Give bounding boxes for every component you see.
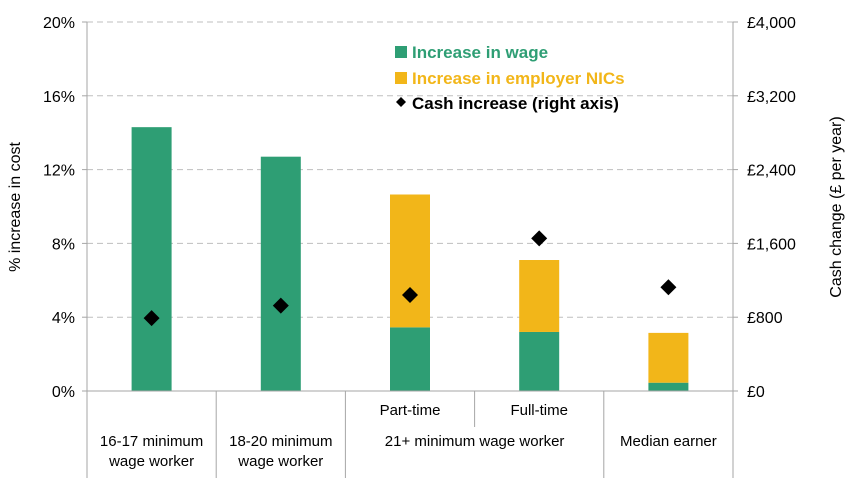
cash-marker-2: [402, 287, 418, 304]
right-tick-label-4: £3,200: [747, 89, 796, 106]
category-labels: 16-17 minimum wage worker 18-20 minimum wag…: [100, 402, 717, 470]
left-tick-label-1: 4%: [52, 310, 75, 327]
right-tick-label-1: £800: [747, 310, 783, 327]
right-tick-label-0: £0: [747, 384, 765, 401]
right-tick-label-3: £2,400: [747, 163, 796, 180]
right-tick-label-5: £4,000: [747, 15, 796, 32]
bar-0-4: [648, 382, 689, 391]
bars: [131, 127, 689, 391]
bar-0-1: [260, 156, 301, 391]
bar-0-2: [390, 327, 430, 391]
cash-marker-4: [660, 279, 677, 296]
left-tick-label-4: 16%: [43, 89, 75, 106]
left-tick-label-0: 0%: [52, 384, 75, 401]
cash-marker-1: [272, 297, 289, 314]
left-axis-ticks: 0% 4% 8% 12% 16% 20%: [43, 15, 75, 401]
bar-0-0: [131, 127, 172, 391]
legend-marker-cash: [396, 97, 406, 107]
right-tick-label-2: £1,600: [747, 236, 796, 253]
left-tick-label-2: 8%: [52, 236, 75, 253]
axes: [82, 21, 738, 478]
bar-1-3: [519, 260, 560, 332]
group-label-0: 21+ minimum wage worker: [385, 433, 565, 450]
left-tick-label-5: 20%: [43, 15, 75, 32]
legend-swatch-wage: [395, 46, 407, 58]
bar-0-3: [519, 331, 560, 391]
legend-label-nics: Increase in employer NICs: [412, 69, 625, 88]
left-tick-label-3: 12%: [43, 163, 75, 180]
category-label-4: Median earner: [620, 433, 717, 450]
category-label-1-line-1: wage worker: [237, 453, 323, 470]
bar-1-2: [390, 194, 430, 328]
right-axis-title: Cash change (£ per year): [828, 116, 845, 297]
category-label-0-line-1: wage worker: [108, 453, 194, 470]
category-label-1-line-0: 18-20 minimum: [229, 433, 332, 450]
category-label-3: Full-time: [510, 402, 568, 419]
bar-1-4: [648, 332, 689, 383]
category-label-2: Part-time: [380, 402, 441, 419]
legend-label-wage: Increase in wage: [412, 43, 548, 62]
category-label-0-line-0: 16-17 minimum: [100, 433, 203, 450]
right-axis-ticks: £0 £800 £1,600 £2,400 £3,200 £4,000: [747, 15, 796, 401]
cash-marker-3: [531, 230, 548, 247]
legend: Increase in wage Increase in employer NI…: [395, 43, 625, 113]
cash-marker-0: [143, 310, 160, 327]
left-axis-title: % increase in cost: [7, 142, 24, 272]
cash-markers: [143, 230, 677, 327]
legend-swatch-nics: [395, 72, 407, 84]
legend-label-cash: Cash increase (right axis): [412, 94, 619, 113]
